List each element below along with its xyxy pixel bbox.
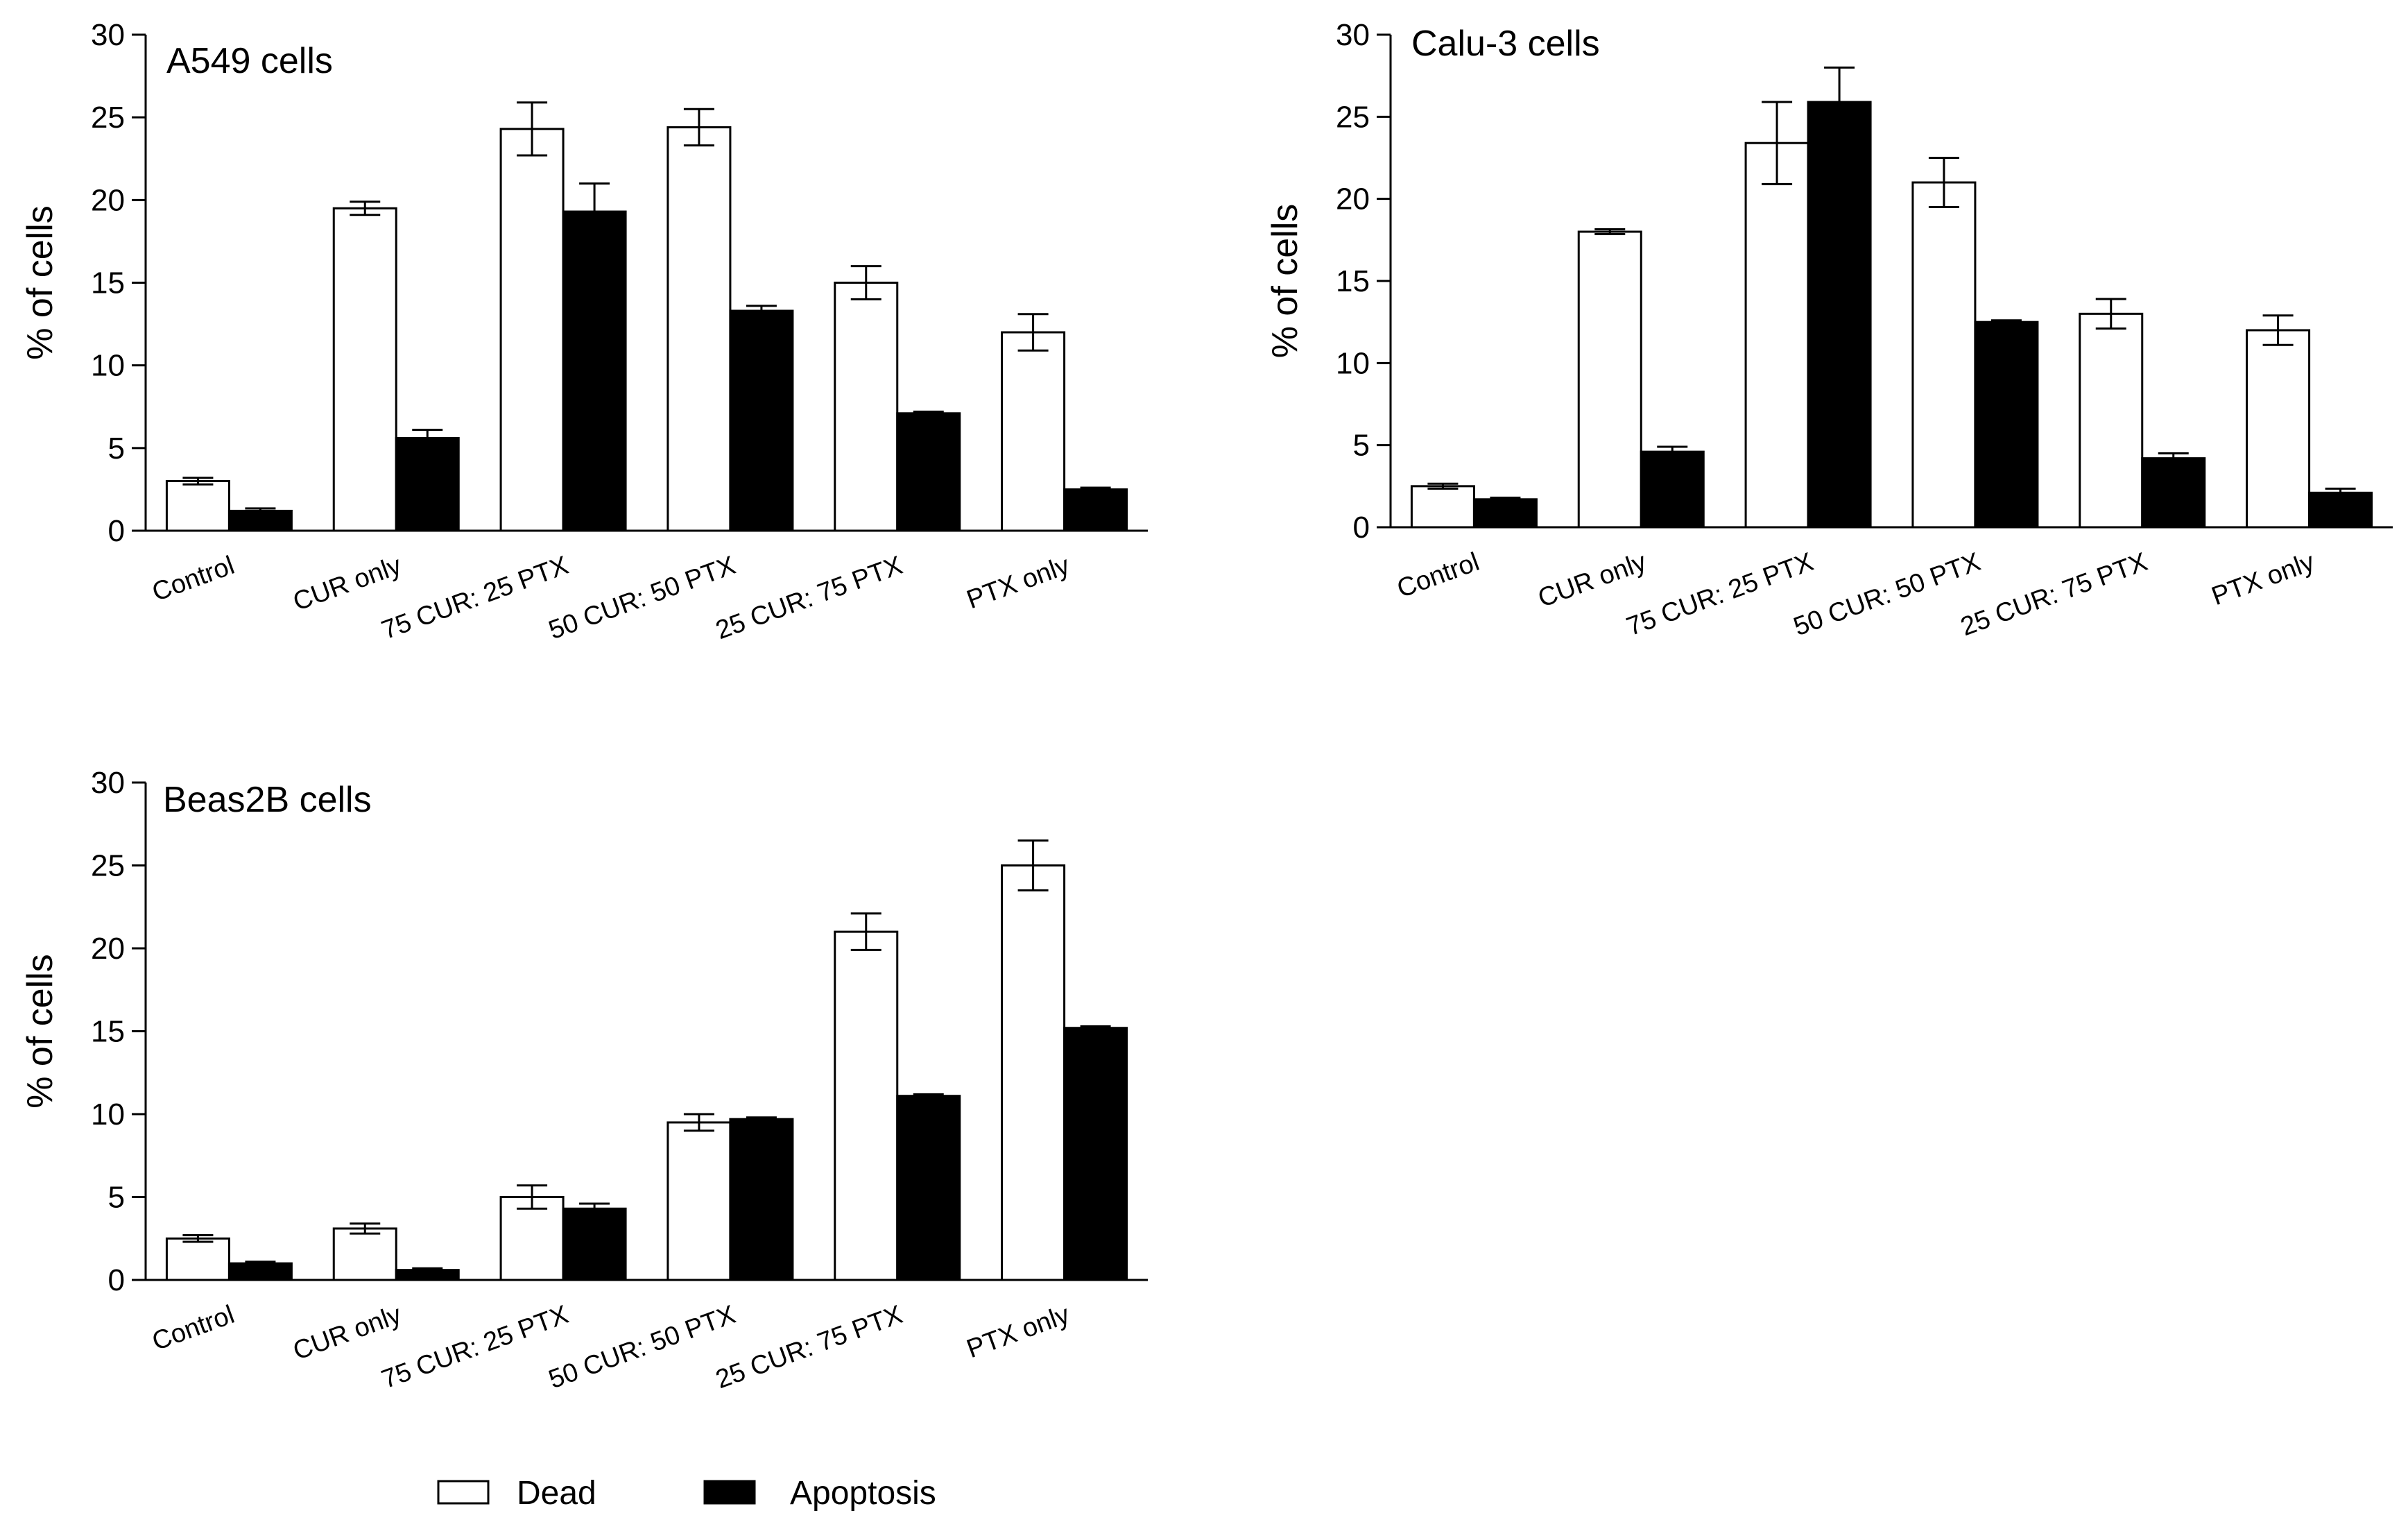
panel-title: A549 cells [166,41,333,81]
bar-apoptosis-ptx-only [1063,488,1128,532]
y-tick-label: 15 [91,266,125,300]
legend-label-apoptosis: Apoptosis [790,1475,936,1512]
bar-dead-ptx-only [1001,331,1066,532]
legend-label-dead: Dead [517,1475,596,1512]
panel-title: Calu-3 cells [1411,24,1600,64]
y-axis-title: % of cells [1265,204,1305,359]
y-tick-label: 20 [1336,182,1370,216]
legend-swatch-dead [437,1480,490,1505]
bar-dead-75-cur-25-ptx [499,1196,565,1281]
bar-apoptosis-25-cur-75-ptx [2141,457,2206,529]
bar-dead-control [1410,485,1475,529]
y-tick-label: 10 [91,349,125,383]
y-tick-label: 5 [1353,429,1370,463]
legend-swatch-apoptosis [703,1480,756,1505]
chart-legend: Dead Apoptosis [437,1475,936,1512]
bar-apoptosis-50-cur-50-ptx [729,309,794,532]
y-axis-title: % of cells [20,954,60,1109]
bar-dead-25-cur-75-ptx [834,930,899,1281]
bar-dead-cur-only [332,207,397,532]
y-tick-label: 10 [91,1097,125,1131]
bar-dead-25-cur-75-ptx [2079,312,2144,529]
y-tick-label: 25 [91,101,125,135]
bar-dead-25-cur-75-ptx [834,282,899,532]
bar-dead-50-cur-50-ptx [1911,181,1977,529]
bar-dead-control [165,1237,230,1281]
y-tick-label: 20 [91,932,125,966]
bar-apoptosis-25-cur-75-ptx [896,1095,961,1281]
bar-dead-50-cur-50-ptx [666,126,732,532]
y-axis-title: % of cells [20,205,60,360]
y-tick-label: 0 [108,1263,125,1297]
bar-apoptosis-50-cur-50-ptx [1974,321,2039,529]
y-tick-label: 5 [108,432,125,465]
y-tick-label: 30 [91,766,125,800]
bar-apoptosis-25-cur-75-ptx [896,412,961,532]
bar-apoptosis-50-cur-50-ptx [729,1118,794,1281]
bar-dead-control [165,480,230,532]
bar-dead-75-cur-25-ptx [499,128,565,532]
bar-apoptosis-75-cur-25-ptx [562,210,627,532]
bar-apoptosis-ptx-only [2308,491,2373,529]
bar-apoptosis-75-cur-25-ptx [562,1207,627,1281]
panel-title: Beas2B cells [163,780,372,820]
y-tick-label: 20 [91,183,125,217]
y-tick-label: 0 [108,514,125,548]
bar-dead-75-cur-25-ptx [1744,142,1809,529]
y-tick-label: 5 [108,1181,125,1215]
bar-dead-cur-only [332,1227,397,1281]
bar-dead-cur-only [1577,230,1642,529]
y-tick-label: 15 [1336,264,1370,298]
bar-apoptosis-75-cur-25-ptx [1807,101,1872,529]
bar-dead-50-cur-50-ptx [666,1121,732,1281]
bar-apoptosis-ptx-only [1063,1027,1128,1281]
y-tick-label: 10 [1336,346,1370,380]
y-tick-label: 25 [1336,100,1370,134]
y-tick-label: 30 [91,18,125,52]
bar-apoptosis-cur-only [1640,450,1705,529]
y-tick-label: 30 [1336,18,1370,52]
y-tick-label: 15 [91,1015,125,1049]
bar-dead-ptx-only [1001,864,1066,1281]
bar-apoptosis-control [1472,498,1538,529]
bar-dead-ptx-only [2246,329,2311,529]
bar-apoptosis-cur-only [395,437,460,532]
y-tick-label: 25 [91,849,125,883]
y-tick-label: 0 [1353,511,1370,545]
